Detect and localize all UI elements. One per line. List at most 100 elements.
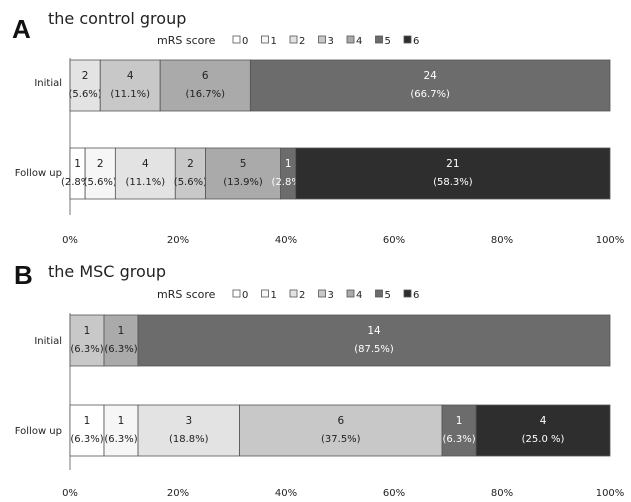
legend-swatch-1	[261, 289, 269, 298]
legend-swatch-0	[232, 289, 241, 298]
segment-percent-label: (2.8%)	[61, 177, 94, 188]
x-tick-label: 0%	[62, 488, 78, 499]
legend-swatch-5	[375, 35, 383, 44]
bar-segment-score-0	[69, 404, 105, 457]
x-tick-label: 40%	[275, 488, 297, 499]
x-tick-label: 100%	[596, 488, 625, 499]
legend-swatch-3	[318, 35, 326, 44]
legend-swatch-1	[261, 35, 269, 44]
segment-count-label: 24	[423, 70, 437, 82]
legend-label-3: 3	[328, 290, 334, 301]
segment-count-label: 1	[118, 325, 125, 337]
segment-percent-label: (6.3%)	[442, 434, 475, 445]
segment-percent-label: (6.3%)	[104, 434, 137, 445]
bar-segment-score-4	[159, 59, 251, 112]
x-tick-label: 80%	[491, 488, 513, 499]
segment-percent-label: (37.5%)	[321, 434, 361, 445]
bar-segment-score-1	[103, 404, 139, 457]
legend-swatch-2	[289, 35, 298, 44]
legend-label-4: 4	[356, 290, 362, 301]
bar-segment-score-4	[205, 147, 281, 200]
segment-percent-label: (18.8%)	[169, 434, 209, 445]
legend-label-1: 1	[271, 36, 277, 47]
segment-count-label: 1	[74, 158, 81, 170]
legend-swatch-0	[232, 35, 241, 44]
legend-label-5: 5	[385, 290, 391, 301]
legend-label-0: 0	[242, 36, 248, 47]
bar-segment-score-3	[99, 59, 161, 112]
row-label-initial: Initial	[34, 78, 62, 89]
bar-segment-score-4	[103, 314, 139, 367]
legend-label-2: 2	[299, 36, 305, 47]
legend-label-2: 2	[299, 290, 305, 301]
segment-count-label: 4	[540, 415, 547, 427]
row-label-follow-up: Follow up	[15, 168, 62, 179]
legend-swatch-4	[346, 289, 355, 298]
bar-segment-score-2	[114, 147, 176, 200]
panel-title: the control group	[48, 9, 186, 28]
segment-count-label: 3	[185, 415, 192, 427]
segment-count-label: 2	[97, 158, 104, 170]
segment-percent-label: (13.9%)	[223, 177, 263, 188]
segment-count-label: 1	[285, 158, 292, 170]
segment-count-label: 5	[240, 158, 247, 170]
segment-percent-label: (6.3%)	[70, 434, 103, 445]
bar-segment-score-5	[441, 404, 477, 457]
legend: mRS score 0 1 2 3 4 5 6	[157, 288, 419, 301]
legend-title: mRS score	[157, 34, 216, 47]
legend-label-6: 6	[413, 290, 419, 301]
segment-percent-label: (11.1%)	[126, 177, 166, 188]
legend-swatch-2	[289, 289, 298, 298]
bar-segment-score-5	[249, 59, 611, 112]
x-tick-label: 0%	[62, 235, 78, 246]
segment-count-label: 21	[446, 158, 459, 170]
segment-count-label: 1	[118, 415, 125, 427]
segment-percent-label: (6.3%)	[70, 344, 103, 355]
x-tick-label: 20%	[167, 235, 189, 246]
segment-percent-label: (11.1%)	[110, 89, 150, 100]
legend-title: mRS score	[157, 288, 216, 301]
segment-count-label: 1	[84, 325, 91, 337]
legend-swatch-6	[403, 35, 412, 44]
segment-percent-label: (66.7%)	[410, 89, 450, 100]
segment-percent-label: (16.7%)	[185, 89, 225, 100]
legend-label-3: 3	[328, 36, 334, 47]
row-label-initial: Initial	[34, 336, 62, 347]
bar-segment-score-5	[137, 314, 611, 367]
bar-segment-score-3	[239, 404, 443, 457]
bar-segment-score-2	[69, 59, 101, 112]
x-tick-label: 80%	[491, 235, 513, 246]
bar-segment-score-5	[280, 147, 297, 200]
legend-label-0: 0	[242, 290, 248, 301]
x-tick-label: 60%	[383, 235, 405, 246]
panel-title: the MSC group	[48, 262, 166, 281]
panel-letter: B	[14, 260, 33, 290]
segment-percent-label: (25.0 %)	[522, 434, 565, 445]
segment-count-label: 4	[142, 158, 149, 170]
segment-percent-label: (6.3%)	[104, 344, 137, 355]
segment-count-label: 4	[127, 70, 134, 82]
segment-count-label: 6	[202, 70, 209, 82]
segment-count-label: 1	[456, 415, 463, 427]
x-tick-label: 100%	[596, 235, 625, 246]
x-tick-label: 40%	[275, 235, 297, 246]
segment-percent-label: (5.6%)	[174, 177, 207, 188]
segment-percent-label: (87.5%)	[354, 344, 394, 355]
segment-count-label: 1	[84, 415, 91, 427]
legend-swatch-6	[403, 289, 412, 298]
segment-count-label: 6	[337, 415, 344, 427]
segment-percent-label: (5.6%)	[69, 89, 102, 100]
segment-percent-label: (5.6%)	[84, 177, 117, 188]
bar-segment-score-3	[174, 147, 206, 200]
x-tick-label: 20%	[167, 488, 189, 499]
segment-percent-label: (2.8%)	[272, 177, 305, 188]
bar-segment-score-0	[69, 147, 86, 200]
segment-count-label: 14	[367, 325, 381, 337]
legend: mRS score 0 1 2 3 4 5 6	[157, 34, 419, 47]
bar-segment-score-3	[69, 314, 105, 367]
bar-segment-score-1	[84, 147, 116, 200]
x-tick-label: 60%	[383, 488, 405, 499]
